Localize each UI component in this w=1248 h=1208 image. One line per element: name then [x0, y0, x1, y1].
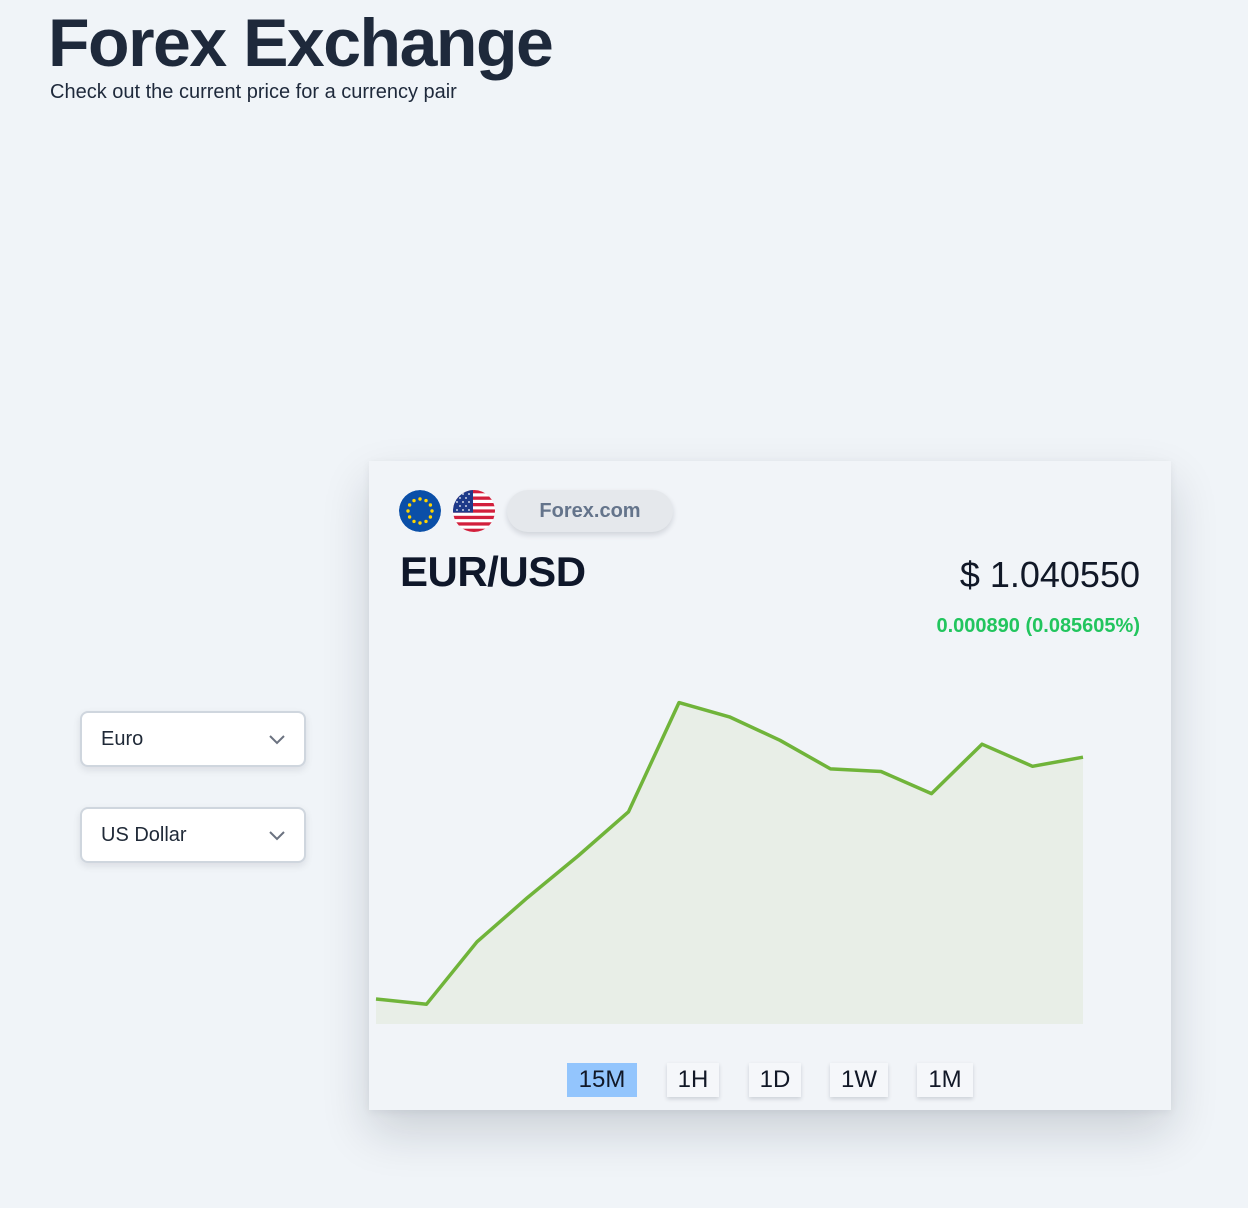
- page-subtitle: Check out the current price for a curren…: [50, 81, 457, 103]
- us-flag-icon: [453, 490, 495, 532]
- chevron-down-icon: [269, 735, 285, 745]
- currency-pair-title: EUR/USD: [400, 548, 586, 595]
- price-change: 0.000890 (0.085605%): [936, 615, 1141, 637]
- chart-line: [375, 700, 1084, 1006]
- base-currency-value: Euro: [101, 728, 144, 750]
- forex-card: Forex.com EUR/USD $ 1.040550 0.000890 (0…: [369, 461, 1171, 1110]
- base-currency-select[interactable]: Euro: [80, 711, 306, 767]
- quote-currency-value: US Dollar: [101, 824, 187, 846]
- price-chart: [375, 700, 1084, 1024]
- quote-currency-select[interactable]: US Dollar: [80, 807, 306, 863]
- current-price: $ 1.040550: [959, 554, 1140, 595]
- eu-flag-icon: [399, 490, 441, 532]
- timeframe-1m-button[interactable]: 1M: [917, 1063, 973, 1097]
- chevron-down-icon: [269, 831, 285, 841]
- timeframe-1w-button[interactable]: 1W: [830, 1063, 888, 1097]
- timeframe-1d-button[interactable]: 1D: [749, 1063, 801, 1097]
- timeframe-1h-button[interactable]: 1H: [667, 1063, 719, 1097]
- source-badge[interactable]: Forex.com: [507, 490, 673, 532]
- timeframe-15m-button[interactable]: 15M: [567, 1063, 637, 1097]
- page-title: Forex Exchange: [48, 5, 554, 81]
